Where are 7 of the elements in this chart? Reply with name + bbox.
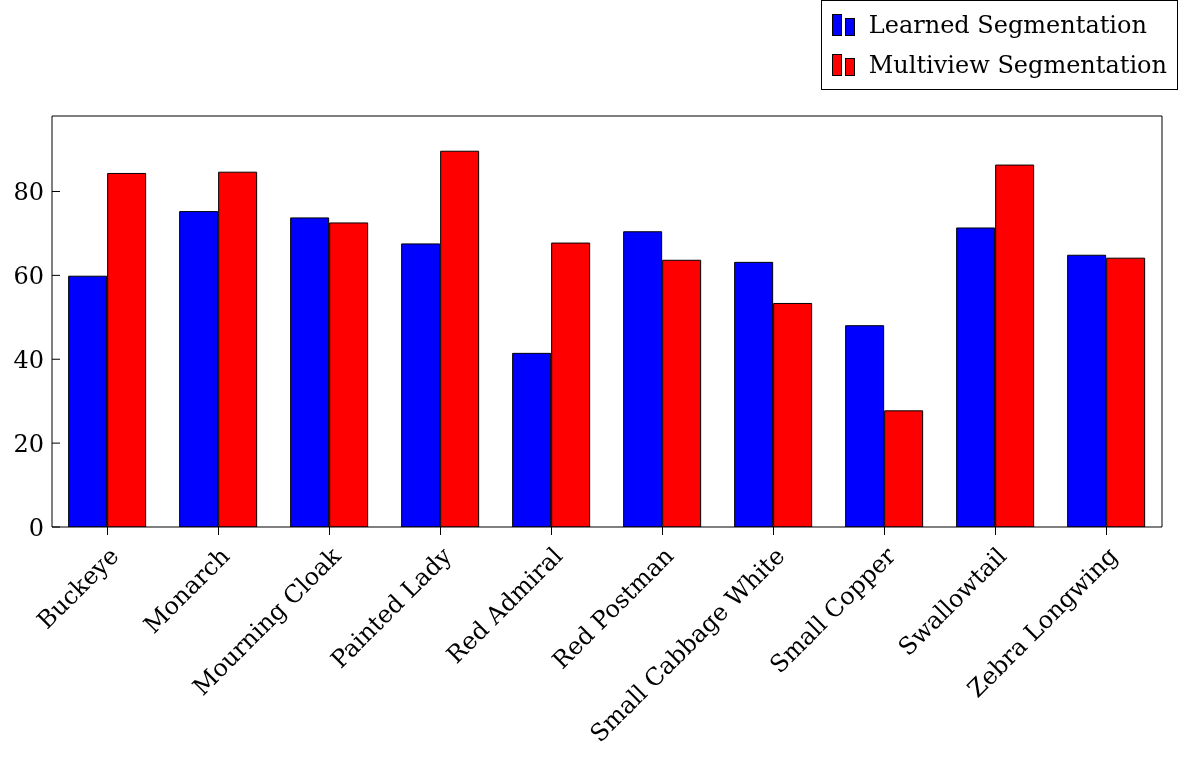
y-tick-label: 0 bbox=[28, 513, 44, 542]
y-tick-label: 80 bbox=[13, 178, 44, 207]
legend-label: Learned Segmentation bbox=[868, 11, 1147, 39]
y-tick-label: 40 bbox=[13, 345, 44, 374]
legend-label: Multiview Segmentation bbox=[868, 51, 1167, 79]
y-tick-label: 60 bbox=[13, 261, 44, 290]
y-tick-label: 20 bbox=[13, 429, 44, 458]
